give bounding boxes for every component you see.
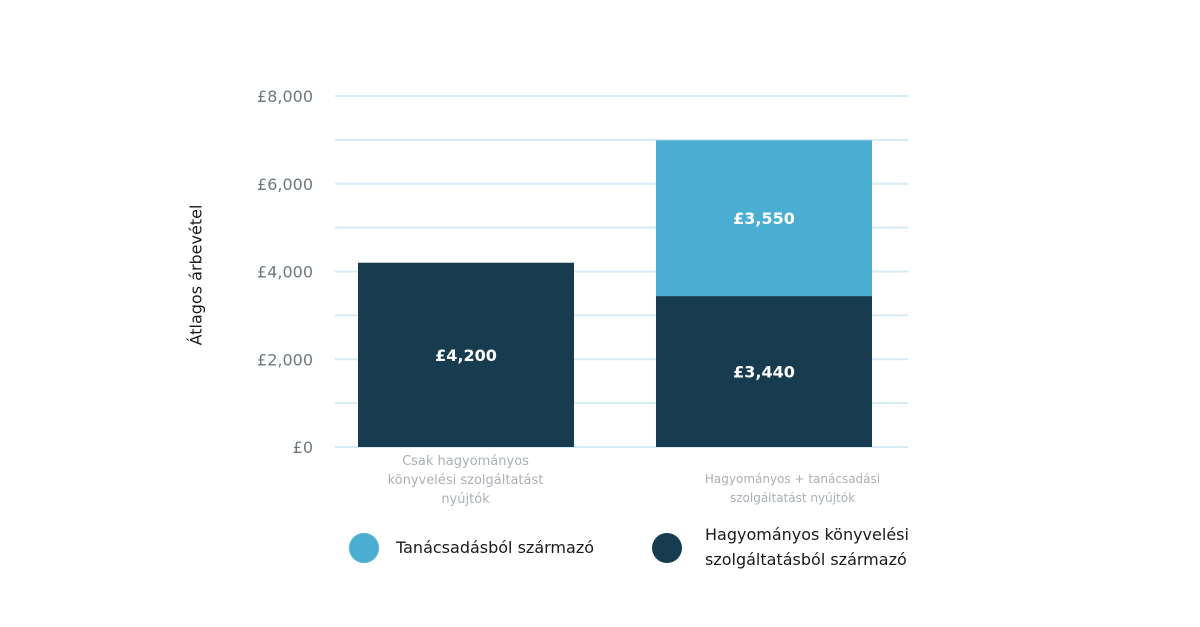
bar-segment — [656, 140, 872, 297]
bar-segment — [656, 296, 872, 447]
bar-value-label: £3,550 — [733, 209, 795, 228]
y-axis-label: Átlagos árbevétel — [186, 204, 206, 346]
legend-swatch-advisory — [349, 533, 379, 563]
y-tick-label: £2,000 — [257, 350, 313, 369]
y-tick-label: £8,000 — [257, 87, 313, 106]
bar-value-label: £4,200 — [435, 346, 497, 365]
y-tick-label: £6,000 — [257, 175, 313, 194]
bar-value-label: £3,440 — [733, 363, 795, 382]
legend-label-advisory: Tanácsadásból származó — [396, 538, 594, 557]
y-tick-label: £4,000 — [257, 263, 313, 282]
x-category-label-1: Csak hagyományos könyvelési szolgáltatás… — [387, 454, 544, 507]
legend-label-traditional: Hagyományos könyvelési szolgáltatásból s… — [705, 525, 909, 569]
bar-segment — [358, 262, 574, 447]
y-tick-label: £0 — [293, 438, 313, 457]
legend-swatch-traditional — [652, 533, 682, 563]
x-category-label-2: Hagyományos + tanácsadási szolgáltatást … — [704, 472, 881, 505]
